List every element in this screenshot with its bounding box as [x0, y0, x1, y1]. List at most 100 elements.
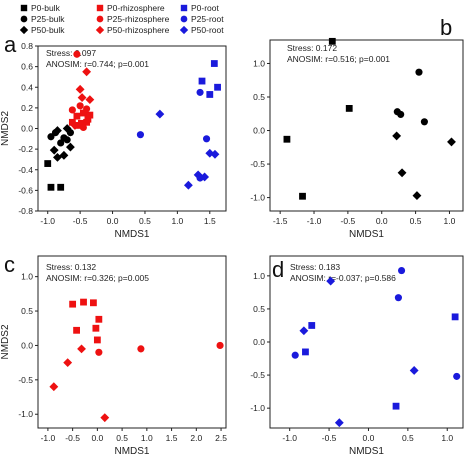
- panel-letter: b: [440, 15, 452, 40]
- data-point: [214, 83, 221, 91]
- stats-annotation: ANOSIM: r=0.326; p=0.005: [46, 273, 149, 283]
- y-tick-label: 0.0: [21, 124, 33, 134]
- x-tick-label: 1.5: [204, 216, 216, 226]
- x-tick-label: -1.0: [307, 216, 322, 226]
- y-tick-label: 0.0: [21, 340, 33, 350]
- data-point: [44, 160, 52, 167]
- data-point: [95, 315, 103, 323]
- legend-label: P50-rhizosphere: [107, 25, 170, 35]
- y-tick-label: -0.2: [18, 144, 33, 154]
- stats-annotation: Stress: 0.132: [46, 262, 96, 272]
- panel-letter: d: [272, 257, 284, 282]
- x-tick-label: 0.5: [116, 433, 128, 443]
- data-point: [394, 294, 402, 302]
- y-tick-label: 1.0: [253, 58, 265, 68]
- data-point: [210, 149, 220, 159]
- data-point: [57, 139, 65, 147]
- data-point: [79, 123, 87, 132]
- data-point: [65, 142, 75, 152]
- data-point: [53, 126, 62, 135]
- data-point: [334, 418, 344, 428]
- y-tick-label: -1.0: [250, 403, 265, 413]
- data-point: [73, 326, 80, 334]
- legend-marker: [19, 25, 29, 35]
- data-point: [93, 336, 101, 344]
- data-point: [193, 170, 203, 180]
- data-point: [155, 109, 165, 119]
- x-tick-label: 0.0: [363, 433, 375, 443]
- panel-c: -1.0 -0.5 0.0 0.5 1.0 1.5 2.0 2.5 -1.0 -0.5 0.0 0.5…: [0, 252, 227, 457]
- data-point: [53, 152, 62, 162]
- stats-annotation: Stress: 0.183: [290, 262, 340, 272]
- x-tick-label: 2.5: [215, 433, 227, 443]
- data-point: [80, 298, 87, 306]
- data-point: [291, 351, 299, 359]
- data-point: [299, 326, 309, 336]
- data-point: [83, 105, 91, 113]
- legend-label: P50-bulk: [31, 25, 65, 35]
- data-point: [79, 109, 87, 117]
- data-point: [68, 118, 76, 126]
- legend-marker: [96, 15, 104, 23]
- panel-b: -1.5 -1.0 -0.5 0.0 0.5 1.0 -1.0 -0.5 0.0 0.5 1.0 NM…: [250, 15, 464, 240]
- data-point: [76, 102, 84, 110]
- y-tick-label: 0.0: [253, 126, 265, 136]
- data-point: [95, 348, 103, 356]
- data-point: [183, 180, 193, 190]
- data-point: [210, 60, 218, 67]
- data-point: [85, 95, 95, 105]
- data-point: [49, 382, 59, 392]
- y-axis-label: NMDS2: [0, 111, 11, 146]
- y-tick-label: -0.4: [18, 165, 33, 175]
- panels: -1.0 -0.5 0.0 0.5 1.0 1.5 -0.8 -0.6 -0.4 -0.2 0.0 0…: [0, 15, 464, 457]
- data-point: [77, 344, 86, 354]
- x-tick-label: -1.0: [40, 216, 55, 226]
- panel-letter: a: [4, 32, 17, 57]
- x-tick-label: 0.0: [376, 216, 388, 226]
- x-tick-label: 1.0: [141, 433, 153, 443]
- stats-annotation: ANOSIM: r=-0.037; p=0.586: [290, 273, 396, 283]
- y-tick-label: -0.6: [18, 185, 33, 195]
- x-tick-label: 1.0: [444, 216, 456, 226]
- data-point: [82, 67, 92, 77]
- data-point: [198, 77, 206, 85]
- data-point: [447, 137, 456, 147]
- data-point: [68, 106, 76, 114]
- data-point: [412, 191, 422, 200]
- plot-frame: [269, 39, 464, 212]
- y-tick-label: 0.5: [253, 304, 265, 314]
- legend-marker: [179, 25, 189, 35]
- x-axis-label: NMDS1: [349, 446, 384, 457]
- legend-label: P0-root: [191, 3, 220, 13]
- data-point: [397, 168, 407, 178]
- y-axis-label: NMDS2: [0, 324, 11, 359]
- x-tick-label: -1.0: [41, 433, 56, 443]
- data-point: [90, 299, 97, 307]
- legend-label: P25-bulk: [31, 14, 65, 24]
- data-point: [63, 358, 73, 368]
- data-point: [345, 105, 353, 112]
- legend-marker: [96, 4, 104, 12]
- panel-letter: c: [4, 252, 15, 277]
- legend-label: P0-bulk: [31, 3, 61, 13]
- data-point: [69, 300, 77, 308]
- panel-d: -1.0 -0.5 0.0 0.5 1.0 -1.0 -0.5 0.0 0.5 1.0 NMDS1 d…: [250, 255, 464, 457]
- y-tick-label: -1.0: [18, 409, 33, 419]
- y-tick-label: 0.2: [21, 103, 33, 113]
- stats-annotation: Stress: 0.097: [46, 48, 96, 58]
- x-tick-label: -0.5: [341, 216, 356, 226]
- y-tick-label: 0.5: [21, 306, 33, 316]
- legend-marker: [20, 4, 28, 12]
- data-point: [200, 172, 210, 182]
- stats-annotation: ANOSIM: r=0.516; p=0.001: [287, 54, 390, 64]
- panel-a: -1.0 -0.5 0.0 0.5 1.0 1.5 -0.8 -0.6 -0.4 -0.2 0.0 0…: [0, 32, 227, 240]
- data-point: [283, 135, 291, 143]
- legend: P0-bulkP25-bulkP50-bulkP0-rhizosphereP25…: [19, 3, 224, 35]
- data-point: [47, 183, 55, 191]
- data-point: [57, 183, 65, 191]
- stats-annotation: ANOSIM: r=0.744; p=0.001: [46, 59, 149, 69]
- data-point: [49, 145, 59, 155]
- y-tick-label: 1.0: [253, 271, 265, 281]
- x-axis-label: NMDS1: [114, 446, 149, 457]
